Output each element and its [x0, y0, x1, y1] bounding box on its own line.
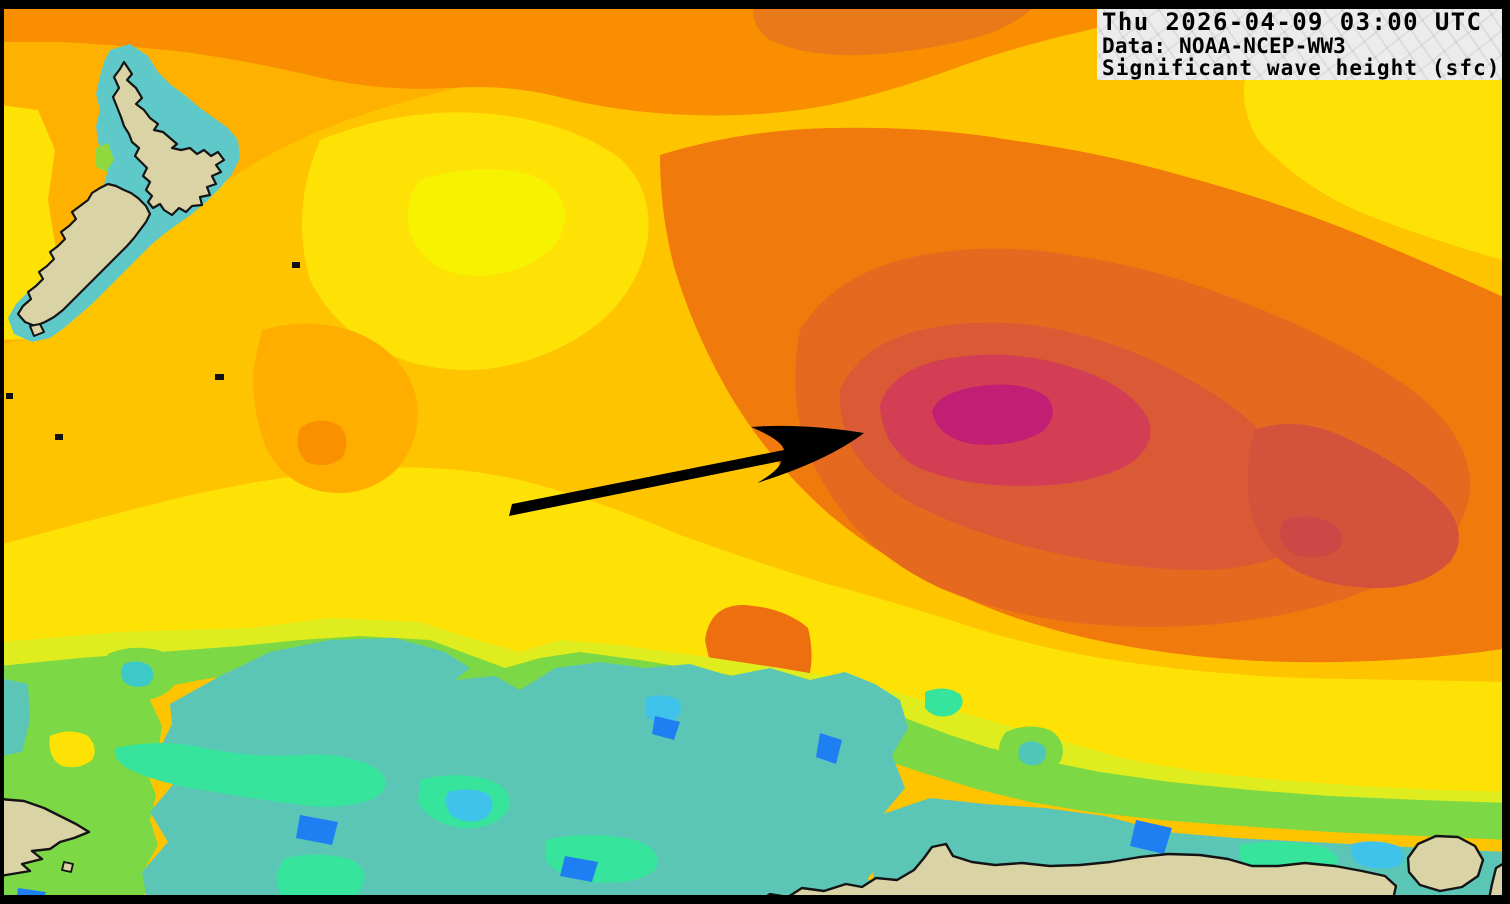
- blue-speck-3: [816, 733, 842, 764]
- overlay-data-source: Data: NOAA-NCEP-WW3: [1102, 34, 1347, 58]
- nz-stewart-island: [29, 323, 45, 337]
- teal-ring-center-left: [121, 661, 154, 687]
- new-zealand: [6, 44, 300, 440]
- yellow-spot-bottomleft: [49, 731, 95, 768]
- antarctica-island: [1406, 834, 1485, 893]
- islet-speck-1: [215, 374, 224, 380]
- islet-speck-2: [292, 262, 300, 268]
- contour-orange-leftcenter-core: [297, 420, 347, 466]
- frame-left: [0, 0, 4, 904]
- spring-patch-bottom: [276, 854, 365, 904]
- cyan-patch-mid: [445, 789, 493, 822]
- contour-dark-orange-top-blob: [753, 0, 1040, 56]
- contour-yellow-green-band: [0, 618, 1510, 828]
- contour-teal-left-strip: [0, 678, 30, 756]
- frame-bottom: [0, 895, 1510, 904]
- antarctica-mainland: [754, 842, 1398, 904]
- spring-diamond: [925, 688, 963, 717]
- blue-speck-4: [1130, 820, 1172, 854]
- coast-islet-bottomleft: [61, 861, 74, 873]
- contour-pale-yellow-core: [407, 169, 565, 276]
- nz-north-island: [111, 60, 226, 217]
- islet-speck-3: [55, 434, 63, 440]
- antarctica: [0, 797, 1510, 904]
- contour-small-red-spot: [1280, 516, 1343, 557]
- frame-right: [1502, 0, 1510, 904]
- spring-patch-left: [114, 743, 386, 807]
- nz-south-island: [16, 182, 152, 328]
- contour-green-band: [0, 636, 1510, 840]
- overlay-timestamp: Thu 2026-04-09 03:00 UTC: [1102, 9, 1483, 36]
- teal-ring-center-right: [1018, 741, 1047, 766]
- coast-fragment-bottomleft: [0, 797, 91, 878]
- nz-green-fringe-1: [95, 143, 114, 172]
- overlay-variable: Significant wave height (sfc): [1102, 56, 1501, 80]
- contour-amber-leftcenter: [253, 323, 418, 493]
- cyan-patch-center: [645, 695, 681, 724]
- blue-speck-2: [652, 716, 680, 740]
- blue-speck-5: [560, 856, 598, 882]
- wave-height-field: [0, 0, 1510, 794]
- cyan-patch-right: [1350, 841, 1404, 869]
- blue-speck-1: [296, 815, 338, 845]
- frame-top: [0, 0, 1510, 9]
- contour-yellow-topright-wedge: [1243, 80, 1510, 262]
- islet-speck-4: [6, 393, 13, 399]
- info-overlay: Thu 2026-04-09 03:00 UTC Data: NOAA-NCEP…: [1097, 9, 1502, 80]
- contour-magenta-peak: [932, 384, 1053, 445]
- low-wave-zones: [0, 618, 1510, 904]
- annotation-arrow: [509, 425, 864, 516]
